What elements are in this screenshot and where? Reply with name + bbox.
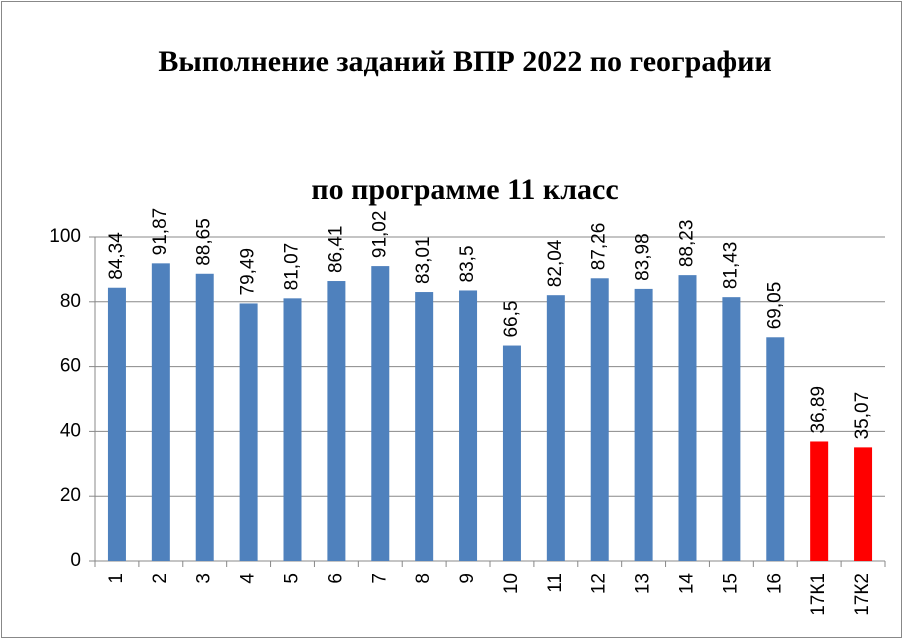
y-tick-label: 100	[49, 226, 81, 247]
value-label: 81,07	[282, 243, 303, 291]
value-label: 66,5	[501, 301, 522, 338]
bar	[590, 278, 609, 561]
x-tick-label: 8	[413, 573, 434, 584]
x-tick-label: 13	[633, 573, 654, 594]
x-tick-label: 7	[369, 573, 390, 584]
bar	[327, 281, 346, 561]
value-label: 88,65	[194, 218, 215, 266]
bar	[854, 447, 873, 561]
bar	[722, 297, 741, 561]
bar	[766, 337, 785, 561]
bar	[546, 295, 565, 561]
x-tick-label: 11	[545, 573, 566, 593]
y-tick-label: 0	[70, 550, 81, 571]
x-tick-label: 15	[720, 573, 741, 594]
value-label: 81,43	[720, 242, 741, 290]
value-label: 35,07	[852, 392, 873, 440]
bar	[283, 298, 302, 561]
bar	[634, 288, 653, 561]
x-tick-label: 6	[325, 573, 346, 584]
bar	[239, 303, 258, 561]
value-label: 86,41	[325, 225, 346, 273]
x-tick-label: 14	[677, 573, 698, 595]
x-tick-label: 5	[282, 573, 303, 584]
y-tick-label: 20	[60, 485, 81, 506]
bar	[151, 263, 170, 561]
value-label: 79,49	[238, 248, 259, 296]
y-tick-label: 60	[60, 356, 81, 377]
bar	[678, 275, 697, 561]
bar	[502, 345, 521, 561]
x-tick-label: 4	[238, 573, 259, 584]
value-label: 69,05	[764, 282, 785, 330]
x-tick-label: 17К2	[852, 573, 873, 616]
bar	[195, 273, 214, 561]
x-tick-label: 10	[501, 573, 522, 594]
value-label: 83,01	[413, 237, 434, 285]
bar	[371, 266, 390, 561]
bar	[415, 292, 434, 561]
value-label: 91,02	[369, 211, 390, 259]
bar	[810, 441, 829, 561]
value-label: 82,04	[545, 239, 566, 287]
value-label: 87,26	[589, 223, 610, 271]
bar	[459, 290, 478, 561]
x-tick-label: 1	[106, 573, 127, 584]
value-label: 84,34	[106, 232, 127, 280]
value-label: 91,87	[150, 208, 171, 256]
x-tick-label: 16	[764, 573, 785, 594]
chart-subtitle: по программе 11 класс	[311, 173, 619, 206]
chart-title: Выполнение заданий ВПР 2022 по географии	[158, 45, 772, 78]
bar	[107, 287, 126, 561]
value-label: 88,23	[677, 220, 698, 268]
x-tick-label: 3	[194, 573, 215, 584]
x-tick-label: 17К1	[808, 573, 829, 616]
x-tick-label: 12	[589, 573, 610, 594]
x-tick-label: 9	[457, 573, 478, 584]
x-tick-label: 2	[150, 573, 171, 584]
value-label: 83,98	[633, 233, 654, 281]
y-tick-label: 40	[60, 420, 81, 441]
value-label: 36,89	[808, 386, 829, 434]
y-tick-label: 80	[60, 291, 81, 312]
value-label: 83,5	[457, 245, 478, 282]
